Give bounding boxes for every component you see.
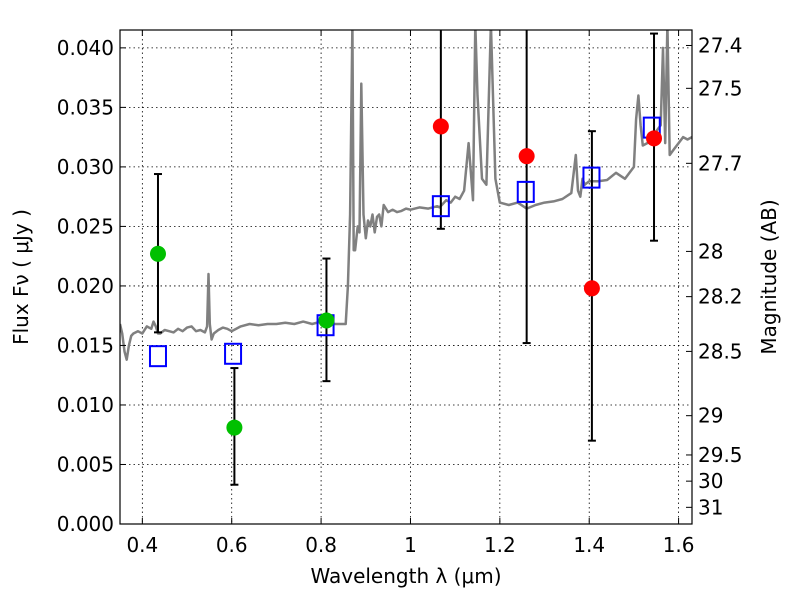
x-tick-label: 1: [404, 533, 417, 557]
x-tick-label: 1.2: [484, 533, 516, 557]
grid-lines: [120, 30, 692, 525]
y2-tick-label: 28: [698, 239, 723, 263]
y2-tick-label: 31: [698, 495, 723, 519]
photometry-point: [226, 419, 243, 436]
y-tick-label: 0.005: [57, 452, 114, 476]
photometry-point: [318, 312, 335, 329]
photometry-point: [583, 280, 600, 297]
y2-tick-label: 27.7: [698, 151, 743, 175]
y2-tick-label: 29.5: [698, 443, 743, 467]
y-tick-label: 0.025: [57, 214, 114, 238]
model-square-marker: [516, 180, 535, 203]
x-tick-label: 1.6: [663, 533, 695, 557]
model-square-marker: [582, 166, 601, 189]
y-tick-label: 0.040: [57, 36, 114, 60]
error-bars: [153, 30, 659, 486]
markers: [148, 116, 663, 436]
photometry-point: [646, 130, 663, 147]
y2-tick-label: 28.2: [698, 285, 743, 309]
y2-tick-label: 28.5: [698, 339, 743, 363]
y-tick-label: 0.030: [57, 155, 114, 179]
y2-tick-label: 27.4: [698, 33, 743, 57]
photometry-point: [432, 118, 449, 135]
y-axis-label: Flux Fν ( μJy ): [9, 209, 33, 345]
model-square-marker: [431, 195, 450, 218]
photometry-point: [518, 148, 535, 165]
model-square-marker: [224, 342, 243, 365]
y2-axis-label: Magnitude (AB): [757, 199, 781, 354]
y-tick-label: 0.035: [57, 95, 114, 119]
y-tick-label: 0.010: [57, 393, 114, 417]
spectrum-line: [120, 30, 692, 361]
axis-ticks: 0.4 0.6 0.8 1 1.2 1.4 1.6 0.000 0.005 0.010 0.015 0…: [57, 30, 743, 557]
y-tick-label: 0.020: [57, 274, 114, 298]
y-tick-label: 0.000: [57, 512, 114, 536]
spectrum-layer: [120, 30, 692, 361]
x-tick-label: 0.6: [216, 533, 248, 557]
plot-frame: [119, 29, 693, 525]
photometry-point: [149, 245, 166, 262]
y-tick-label: 0.015: [57, 333, 114, 357]
x-tick-label: 1.4: [573, 533, 605, 557]
y2-tick-label: 27.5: [698, 76, 743, 100]
x-tick-label: 0.4: [126, 533, 158, 557]
x-tick-label: 0.8: [305, 533, 337, 557]
y2-tick-label: 30: [698, 469, 723, 493]
x-axis-label: Wavelength λ (μm): [310, 564, 501, 588]
y2-tick-label: 29: [698, 404, 723, 428]
model-square-marker: [148, 345, 167, 368]
